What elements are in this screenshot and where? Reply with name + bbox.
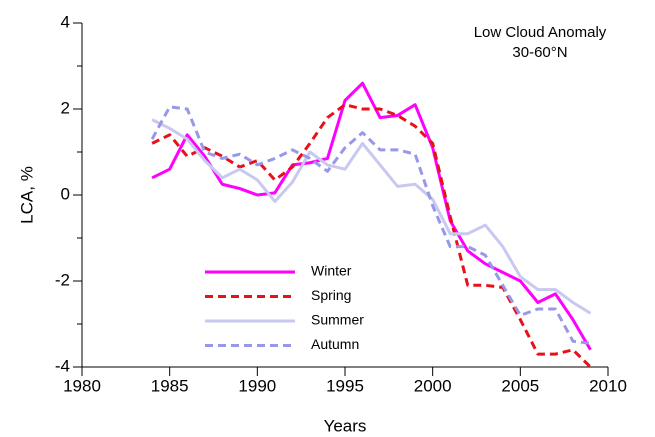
annotation: 30-60°N — [512, 44, 567, 61]
series-line — [150, 105, 591, 345]
y-axis-label: LCA, % — [17, 166, 36, 224]
x-tick-label: 2010 — [589, 376, 627, 395]
series-line — [151, 103, 592, 369]
legend-label: Winter — [311, 263, 352, 279]
series-line — [151, 118, 592, 315]
x-tick-label: 2000 — [414, 376, 452, 395]
x-tick-label: 1995 — [326, 376, 364, 395]
y-tick-label: 4 — [61, 12, 70, 31]
legend-label: Spring — [311, 287, 351, 303]
x-axis-label: Years — [324, 416, 367, 435]
legend-label: Autumn — [311, 336, 359, 352]
x-tick-label: 2005 — [501, 376, 539, 395]
y-tick-label: 2 — [61, 98, 70, 117]
x-tick-label: 1990 — [238, 376, 276, 395]
y-tick-label: -2 — [55, 270, 70, 289]
y-tick-label: -4 — [55, 356, 70, 375]
legend-label: Summer — [311, 312, 364, 328]
y-tick-label: 0 — [61, 184, 70, 203]
annotation: Low Cloud Anomaly — [474, 24, 607, 41]
x-tick-label: 1985 — [151, 376, 189, 395]
series-line — [151, 81, 592, 351]
x-tick-label: 1980 — [63, 376, 101, 395]
